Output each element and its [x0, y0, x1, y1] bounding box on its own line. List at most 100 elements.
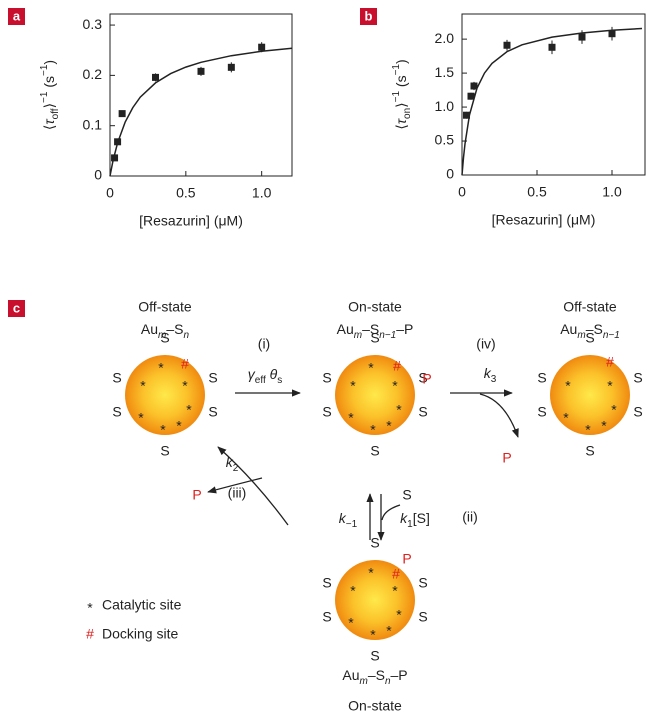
state-name: On-state — [348, 698, 402, 714]
text-part: n−1 — [379, 330, 396, 341]
fit-line — [109, 47, 293, 177]
arrow — [479, 393, 519, 438]
catalytic-site: * — [160, 422, 166, 438]
text-part: 2 — [233, 463, 239, 474]
plot-frame — [461, 13, 646, 176]
state-formula: Aum–Sn–P — [342, 667, 407, 687]
text-part: n−1 — [603, 330, 620, 341]
state-formula: Aum–Sn−1–P — [337, 321, 414, 341]
y-tick-label: 0.2 — [83, 66, 103, 82]
x-tick-label: 0.5 — [176, 185, 196, 201]
text-part: −1 — [39, 64, 50, 76]
catalytic-site: * — [158, 360, 164, 376]
site-label: S — [112, 404, 121, 420]
text-part: γ — [248, 366, 256, 382]
rate-label: γeff θs — [248, 366, 282, 386]
catalytic-site: * — [392, 583, 398, 599]
y-tick-label: 1.5 — [435, 64, 455, 80]
text-part: ⟩ — [41, 103, 57, 108]
text-part: eff — [255, 375, 266, 386]
text-part: m — [354, 330, 362, 341]
catalytic-site: * — [565, 378, 571, 394]
text-part: k — [339, 510, 347, 526]
site-label: S — [322, 370, 331, 386]
product-label: P — [402, 551, 411, 567]
x-axis-label: [Resazurin] (μM) — [492, 212, 596, 228]
text-part: ⟨ — [41, 125, 57, 130]
y-tick-label: 0 — [94, 167, 102, 183]
data-point — [467, 92, 475, 100]
text-part: k — [484, 365, 492, 381]
text-part: m — [577, 330, 585, 341]
catalytic-site: * — [186, 402, 192, 418]
catalytic-site: * — [392, 378, 398, 394]
y-tick-label: 0.1 — [83, 116, 103, 132]
text-part: 3 — [491, 374, 497, 385]
site-label: S — [160, 443, 169, 459]
site-label: S — [112, 370, 121, 386]
rate-label: k2 — [226, 454, 239, 474]
panel-label: b — [365, 8, 373, 23]
product-label: P — [422, 371, 431, 387]
site-label: S — [633, 370, 642, 386]
catalytic-site: * — [348, 615, 354, 631]
site-label: S — [418, 609, 427, 625]
arrow — [207, 477, 263, 494]
catalytic-site: * — [350, 378, 356, 394]
text-part: [S] — [413, 510, 430, 526]
data-point — [258, 43, 266, 51]
site-label: S — [418, 370, 427, 386]
catalytic-site: * — [370, 627, 376, 643]
data-point — [463, 111, 470, 119]
text-part: ) — [41, 60, 57, 65]
site-label: S — [537, 370, 546, 386]
site-label: S — [585, 330, 594, 346]
y-tick-label: 1.0 — [435, 98, 455, 114]
arrow — [381, 504, 401, 521]
catalytic-site: * — [396, 402, 402, 418]
text-part: –P — [391, 667, 408, 683]
panel-label: c — [13, 300, 20, 315]
legend-label: Catalytic site — [102, 597, 182, 613]
substrate-label: S — [402, 487, 411, 503]
data-point — [227, 63, 235, 71]
text-part: –P — [396, 321, 413, 337]
text-part: ) — [393, 59, 409, 64]
y-tick-label: 0.5 — [435, 132, 455, 148]
text-part: –S — [586, 321, 603, 337]
data-point — [197, 67, 205, 75]
y-axis-label: ⟨τon⟩−1 (s−1) — [391, 59, 413, 129]
rate-label: k−1 — [339, 510, 358, 530]
y-tick-label: 0 — [446, 166, 454, 182]
text-part: ⟨ — [393, 124, 409, 129]
x-tick-label: 0 — [458, 184, 466, 200]
catalytic-site: * — [611, 402, 617, 418]
x-tick-label: 1.0 — [252, 185, 272, 201]
text-part: n — [184, 330, 190, 341]
plot-frame — [109, 13, 293, 177]
text-part: Au — [337, 321, 354, 337]
nanoparticle — [125, 355, 205, 435]
site-label: S — [418, 404, 427, 420]
text-part: k — [400, 510, 408, 526]
catalytic-site: * — [396, 607, 402, 623]
arrow — [217, 446, 289, 526]
y-tick-label: 0.3 — [83, 16, 103, 32]
site-label: S — [208, 370, 217, 386]
text-part: Au — [141, 321, 158, 337]
y-tick-label: 2.0 — [435, 30, 455, 46]
data-point — [152, 73, 159, 81]
site-label: S — [370, 648, 379, 664]
text-part: s — [277, 375, 282, 386]
fit-line — [461, 27, 643, 176]
product-label: P — [192, 487, 201, 503]
text-part: −1 — [391, 64, 402, 76]
data-point — [118, 110, 126, 118]
text-part: (s — [41, 76, 57, 92]
catalytic-site: * — [182, 378, 188, 394]
data-point — [548, 43, 556, 51]
text-part: on — [402, 108, 413, 119]
state-name: On-state — [348, 299, 402, 315]
site-label: S — [370, 330, 379, 346]
